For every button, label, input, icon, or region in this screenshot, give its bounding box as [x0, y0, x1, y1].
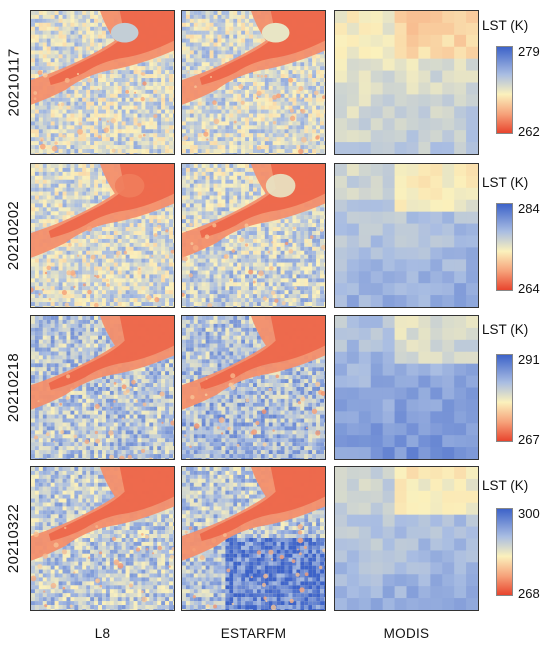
- legend-max: 300: [518, 506, 540, 521]
- legend-max: 291: [518, 352, 540, 367]
- lst-map-image: [182, 11, 325, 154]
- panel-modis-20210202: [334, 163, 479, 308]
- lst-map-image: [31, 316, 174, 459]
- legend-min: 268: [518, 586, 540, 601]
- lst-map-image: [182, 316, 325, 459]
- colorbar: [496, 46, 513, 134]
- colorbar: [496, 508, 513, 596]
- legend-20210322: LST (K) 300 268: [482, 478, 550, 608]
- legend-max: 284: [518, 201, 540, 216]
- legend-title: LST (K): [482, 18, 529, 33]
- legend-20210202: LST (K) 284 264: [482, 175, 550, 305]
- legend-20210117: LST (K) 279 262: [482, 18, 550, 148]
- panel-modis-20210218: [334, 315, 479, 460]
- panel-estarfm-20210322: [181, 466, 326, 611]
- panel-l8-20210322: [30, 466, 175, 611]
- panel-estarfm-20210218: [181, 315, 326, 460]
- legend-max: 279: [518, 44, 540, 59]
- lst-modis-grid: [335, 467, 478, 610]
- date-label-row4: 20210322: [5, 503, 23, 574]
- legend-min: 262: [518, 124, 540, 139]
- panel-modis-20210117: [334, 10, 479, 155]
- column-label-l8: L8: [94, 626, 111, 641]
- colorbar: [496, 354, 513, 442]
- legend-title: LST (K): [482, 322, 529, 337]
- lst-map-image: [31, 11, 174, 154]
- lst-modis-grid: [335, 11, 478, 154]
- legend-min: 264: [518, 281, 540, 296]
- lst-modis-grid: [335, 316, 478, 459]
- date-label-row3: 20210218: [5, 352, 23, 423]
- panel-l8-20210117: [30, 10, 175, 155]
- panel-modis-20210322: [334, 466, 479, 611]
- legend-min: 267: [518, 432, 540, 447]
- lst-map-image: [182, 467, 325, 610]
- lst-map-image: [31, 467, 174, 610]
- lst-map-image: [182, 164, 325, 307]
- colorbar: [496, 203, 513, 291]
- legend-title: LST (K): [482, 478, 529, 493]
- legend-20210218: LST (K) 291 267: [482, 322, 550, 452]
- panel-estarfm-20210117: [181, 10, 326, 155]
- panel-l8-20210202: [30, 163, 175, 308]
- lst-modis-grid: [335, 164, 478, 307]
- date-label-row2: 20210202: [5, 200, 23, 271]
- column-label-modis: MODIS: [383, 626, 430, 641]
- legend-title: LST (K): [482, 175, 529, 190]
- panel-l8-20210218: [30, 315, 175, 460]
- date-label-row1: 20210117: [5, 48, 23, 117]
- column-label-estarfm: ESTARFM: [220, 626, 287, 641]
- lst-map-image: [31, 164, 174, 307]
- panel-estarfm-20210202: [181, 163, 326, 308]
